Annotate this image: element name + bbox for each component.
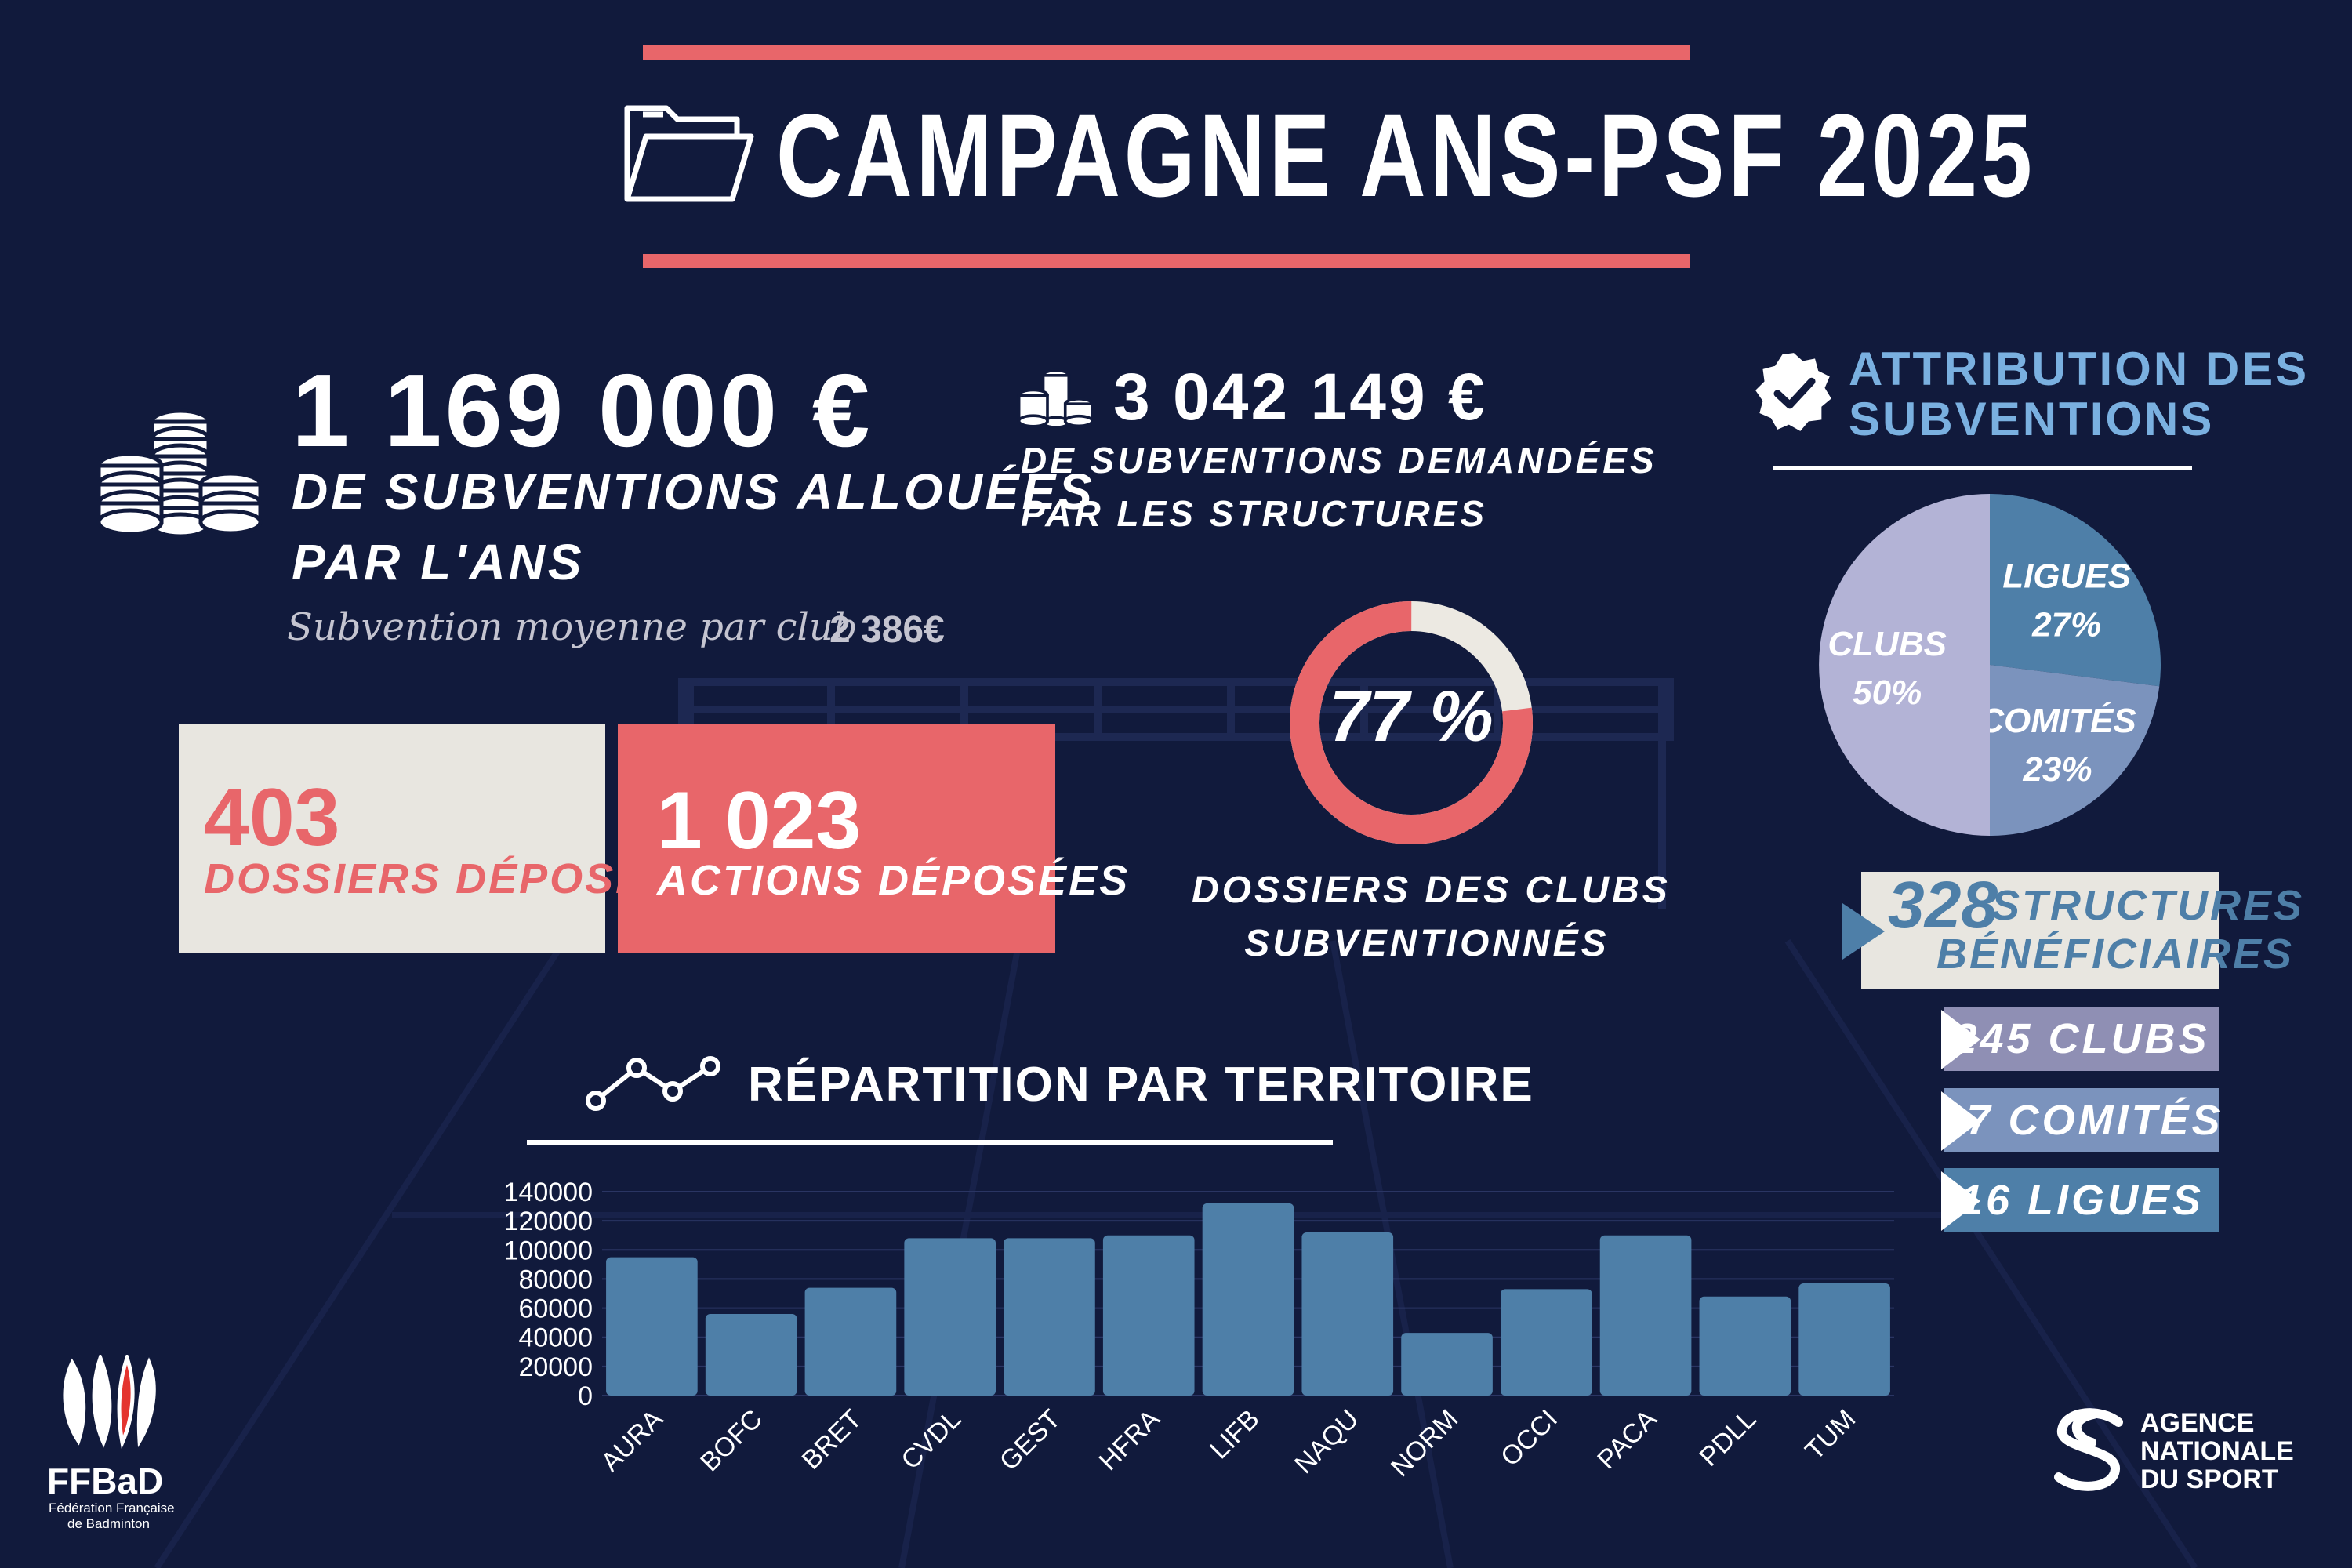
structures-label-line2: BÉNÉFICIAIRES [1936,931,2295,978]
dossiers-label: DOSSIERS DÉPOSÉS [204,855,677,902]
ans-logo-line3: DU SPORT [2140,1465,2278,1494]
average-subsidy-label: Subvention moyenne par club : [287,605,882,649]
territory-rule [527,1140,1333,1145]
x-tick-label: BRET [797,1404,868,1475]
attribution-rule [1773,466,2192,470]
actions-label: ACTIONS DÉPOSÉES [657,857,1131,904]
header-bottom-rule [643,254,1690,268]
pie-pct-2: 23% [2022,750,2092,789]
ffbad-logo-icon [63,1355,156,1449]
structures-total-card [1861,872,2219,989]
donut-value: 77 % [1329,677,1494,757]
x-tick-label: CVDL [895,1404,967,1475]
attribution-title-line1: ATTRIBUTION DES [1849,343,2310,395]
requested-label-line2: PAR LES STRUCTURES [1021,493,1488,534]
structures-item-comites: 67 COMITÉS [1940,1088,2220,1152]
y-tick-label: 20000 [518,1352,593,1382]
x-tick-label: NAQU [1289,1404,1364,1479]
structures-pointer-icon [1842,903,1885,960]
x-tick-label: NORM [1385,1404,1464,1483]
ans-logo-line1: AGENCE [2140,1408,2255,1438]
structures-item-clubs: 245 CLUBS [1944,1007,2219,1071]
actions-value: 1 023 [657,775,862,866]
dossiers-card: 403 DOSSIERS DÉPOSÉS [179,724,674,953]
x-tick-label: HFRA [1094,1404,1167,1477]
average-subsidy-value: 2 386€ [829,609,945,651]
pie-pct-0: 50% [1853,673,1922,712]
allocated-label-line2: PAR L'ANS [292,534,585,590]
x-tick-label: TUM [1799,1404,1861,1466]
donut-label-line2: SUBVENTIONNÉS [1244,923,1610,964]
x-tick-label: BOFC [695,1404,768,1478]
x-tick-label: OCCI [1495,1404,1563,1472]
coins-small-icon [1017,368,1094,429]
bar-hfra [1102,1235,1195,1396]
y-tick-label: 40000 [518,1323,593,1353]
pie-label-1: LIGUES [2002,557,2131,596]
header-top-rule [643,45,1690,60]
y-tick-label: 80000 [518,1265,593,1294]
x-tick-label: PDLL [1693,1404,1762,1472]
bar-lifb [1202,1203,1294,1396]
donut-label-line1: DOSSIERS DES CLUBS [1192,869,1671,911]
pie-slice-1 [1990,494,2161,687]
bar-gest [1004,1238,1095,1396]
pie-label-0: CLUBS [1828,625,1947,663]
attribution-pie-chart: LIGUES 27% COMITÉS 23% CLUBS 50% [1819,494,2161,836]
pie-label-2: COMITÉS [1979,701,2136,740]
y-tick-label: 100000 [504,1236,593,1265]
x-tick-label: GEST [994,1404,1066,1476]
x-tick-label: AURA [595,1404,669,1478]
ffbad-logo-name: FFBaD [47,1461,164,1501]
ans-logo-line2: NATIONALE [2140,1436,2294,1466]
y-tick-label: 60000 [518,1294,593,1324]
bar-bret [804,1287,897,1396]
structures-total-value: 328 [1888,868,1998,942]
ans-logo-icon [2054,1408,2123,1491]
bar-norm [1401,1333,1493,1396]
actions-card: 1 023 ACTIONS DÉPOSÉES [618,724,1127,953]
allocated-amount: 1 169 000 € [292,353,873,468]
bar-aura [606,1257,698,1396]
ffbad-logo-sub1: Fédération Française [49,1501,175,1515]
y-tick-label: 0 [578,1381,593,1411]
bar-tum [1798,1283,1890,1396]
requested-amount: 3 042 149 € [1113,360,1487,434]
allocated-label-line1: DE SUBVENTIONS ALLOUÉES [292,463,1095,520]
y-tick-label: 140000 [504,1178,593,1207]
structures-label-line1: STRUCTURES [1991,882,2305,929]
clubs-pointer-icon [1941,1010,1980,1069]
trend-line-icon [586,1056,720,1111]
requested-label-line1: DE SUBVENTIONS DEMANDÉES [1021,440,1657,481]
bar-occi [1500,1289,1592,1396]
attribution-title-line2: SUBVENTIONS [1849,393,2215,445]
bar-cvdl [904,1238,996,1396]
x-tick-label: LIFB [1204,1404,1265,1465]
bar-pdll [1699,1296,1791,1396]
structures-item-ligues: 16 LIGUES [1944,1168,2219,1232]
pie-slice-0 [1819,494,1990,836]
bar-naqu [1301,1232,1394,1396]
dossiers-value: 403 [204,772,340,863]
verified-check-icon [1755,353,1831,431]
pie-pct-1: 27% [2031,606,2101,644]
territory-title: RÉPARTITION PAR TERRITOIRE [748,1058,1534,1112]
ffbad-logo-sub2: de Badminton [67,1516,150,1531]
bar-bofc [705,1314,797,1396]
pie-slice-2 [1990,665,2160,836]
folder-icon [624,105,754,202]
ligues-pointer-icon [1941,1171,1980,1231]
coins-stack-icon [96,408,263,539]
x-tick-label: PACA [1592,1404,1663,1475]
y-tick-label: 120000 [504,1207,593,1236]
comites-pointer-icon [1941,1091,1980,1151]
donut-chart [1290,601,1533,844]
page-title: CAMPAGNE ANS-PSF 2025 [776,89,2036,221]
bar-paca [1599,1235,1692,1396]
